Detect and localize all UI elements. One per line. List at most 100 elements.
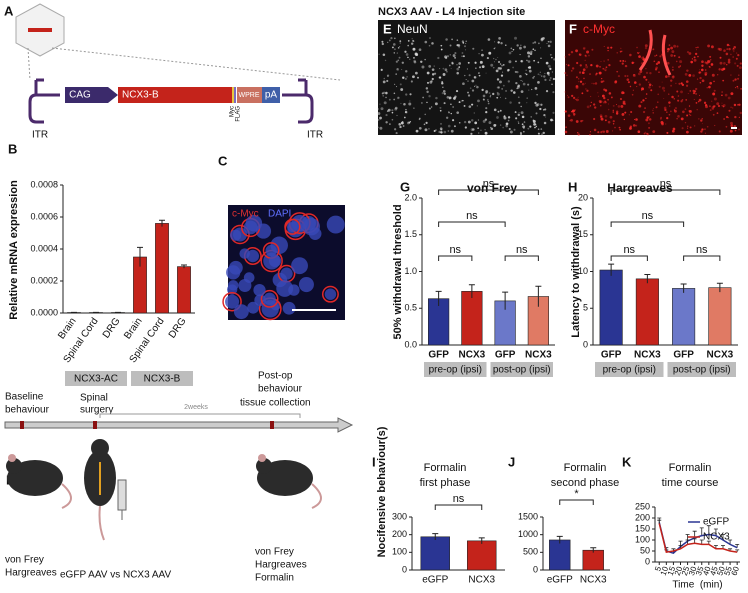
x-tick-label: 10	[659, 565, 671, 577]
cell-dot	[426, 90, 429, 94]
cell-dot	[377, 108, 379, 110]
gene-label: NCX3-B	[122, 90, 159, 101]
cell-dot	[729, 44, 731, 46]
cell-dot	[407, 44, 409, 47]
cell-dot	[666, 131, 669, 134]
cell-dot	[696, 78, 699, 80]
cell-dot	[394, 37, 396, 40]
cell-dot	[602, 101, 606, 104]
cell-dot	[701, 123, 703, 125]
x-tick-label: Brain	[122, 316, 144, 341]
cell-dot	[487, 38, 491, 41]
cell-dot	[389, 123, 391, 125]
cell-dot	[472, 128, 475, 131]
cell-dot	[503, 115, 506, 117]
cell-dot	[481, 49, 483, 51]
cell-dot	[534, 123, 537, 126]
cell-dot	[640, 89, 643, 91]
cell-dot	[704, 132, 707, 134]
cell-dot	[497, 86, 500, 89]
cell-dot	[574, 109, 576, 111]
nucleus	[308, 227, 322, 240]
cell-dot	[514, 36, 517, 40]
cell-dot	[457, 44, 461, 47]
cell-dot	[492, 92, 495, 96]
cell-dot	[701, 79, 705, 83]
cell-dot	[499, 96, 501, 98]
cell-dot	[481, 88, 484, 92]
group-label: pre-op (ipsi)	[603, 365, 656, 376]
cell-dot	[664, 108, 667, 112]
y-tick-label: 1.5	[404, 229, 417, 239]
y-tick-label: 200	[635, 512, 650, 522]
cell-dot	[735, 57, 738, 60]
cell-dot	[564, 110, 567, 113]
cell-dot	[578, 78, 580, 80]
cell-dot	[471, 103, 474, 106]
cell-dot	[698, 118, 700, 120]
cell-dot	[578, 53, 581, 55]
cell-dot	[717, 105, 720, 108]
cell-dot	[475, 67, 477, 69]
cell-dot	[420, 60, 423, 64]
cell-dot	[575, 98, 577, 100]
cell-dot	[607, 59, 610, 61]
cell-dot	[490, 126, 492, 128]
chart-title: Formalin	[669, 462, 712, 474]
cell-dot	[665, 123, 667, 125]
cell-dot	[394, 128, 397, 131]
cell-dot	[692, 89, 695, 92]
cell-dot	[600, 115, 602, 118]
cell-dot	[428, 95, 431, 98]
cell-dot	[636, 46, 638, 49]
cell-dot	[391, 109, 394, 112]
cell-dot	[546, 71, 550, 75]
cell-dot	[446, 55, 450, 58]
cell-dot	[431, 77, 434, 81]
cell-dot	[530, 116, 532, 118]
cell-dot	[584, 82, 587, 84]
cell-dot	[718, 130, 721, 133]
cell-dot	[484, 131, 488, 135]
nucleus	[239, 248, 250, 259]
cell-dot	[442, 67, 445, 70]
cell-dot	[508, 51, 512, 55]
cell-dot	[659, 55, 662, 58]
cell-dot	[652, 48, 655, 51]
cell-dot	[712, 92, 716, 96]
cell-dot	[617, 74, 621, 78]
cell-dot	[520, 111, 524, 115]
cell-dot	[721, 105, 723, 107]
cell-dot	[547, 44, 551, 48]
cell-dot	[706, 87, 708, 89]
cell-dot	[453, 125, 456, 128]
cell-dot	[730, 124, 734, 127]
cell-dot	[380, 68, 383, 71]
cell-dot	[386, 74, 390, 77]
cell-dot	[543, 75, 546, 78]
cell-dot	[396, 86, 398, 88]
cell-dot	[581, 92, 584, 95]
cell-dot	[645, 97, 647, 100]
cell-dot	[515, 117, 518, 120]
y-tick-label: 1.0	[404, 266, 417, 276]
error-bar	[159, 219, 165, 227]
chart-title: first phase	[420, 477, 471, 489]
cell-dot	[738, 103, 741, 106]
cell-dot	[642, 99, 645, 102]
cell-dot	[654, 55, 656, 57]
cell-dot	[473, 76, 477, 79]
cell-dot	[552, 119, 554, 121]
cell-dot	[393, 52, 395, 54]
membrane	[260, 289, 279, 308]
cell-dot	[411, 38, 413, 40]
nucleus	[268, 254, 282, 268]
significance-label: ns	[660, 178, 672, 190]
cell-dot	[418, 48, 422, 52]
cell-dot	[495, 69, 499, 73]
significance-bracket	[610, 255, 648, 261]
cell-dot	[519, 132, 523, 135]
cell-dot	[410, 80, 413, 83]
cell-dot	[737, 87, 739, 89]
cell-dot	[701, 118, 703, 120]
